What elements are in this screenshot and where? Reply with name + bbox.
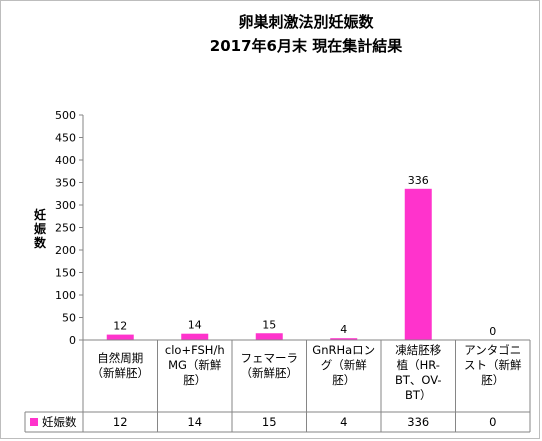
y-axis-ticks: 0 50 100 150 200 250 300 350 400 450 500 xyxy=(55,109,76,347)
y-tick-label: 400 xyxy=(55,154,76,167)
table-value: 336 xyxy=(407,415,429,429)
y-axis-label-char: 妊 xyxy=(34,207,46,222)
x-category-label: フェマーラ（新鮮胚） xyxy=(241,351,299,380)
y-axis-label: 妊娠数 xyxy=(34,207,47,250)
legend-series-name: 妊娠数 xyxy=(42,415,77,429)
data-label: 4 xyxy=(340,323,347,336)
data-label: 336 xyxy=(408,174,429,187)
y-tick-label: 300 xyxy=(55,199,76,212)
y-tick-label: 0 xyxy=(69,334,76,347)
y-tick-label: 150 xyxy=(55,267,76,280)
x-category-label: 自然周期（新鮮胚） xyxy=(92,351,150,380)
bar xyxy=(181,333,209,340)
x-category-label: 凍結胚移植（HR-BT、OV-BT） xyxy=(395,343,442,402)
axes xyxy=(79,114,84,341)
legend-swatch xyxy=(30,418,38,426)
x-category-label: clo+FSH/h MG（新鮮胚） xyxy=(165,343,225,387)
bar xyxy=(404,188,432,340)
y-tick-label: 500 xyxy=(55,109,76,122)
table-value: 0 xyxy=(489,415,496,429)
y-tick-label: 250 xyxy=(55,222,76,235)
table-value: 12 xyxy=(113,415,128,429)
data-label: 0 xyxy=(489,325,496,338)
bar xyxy=(106,334,134,340)
table-value: 4 xyxy=(340,415,347,429)
bar xyxy=(255,333,283,340)
x-category-label: GnRHaロング（新鮮胚） xyxy=(312,343,375,387)
data-label: 12 xyxy=(113,320,127,333)
table-value: 15 xyxy=(262,415,277,429)
y-tick-label: 100 xyxy=(55,289,76,302)
data-label: 15 xyxy=(262,318,276,331)
y-axis-label-char: 数 xyxy=(34,235,47,250)
x-category-label: アンタゴニスト（新鮮胚） xyxy=(464,343,522,387)
data-labels: 12 14 15 4 336 0 xyxy=(113,174,496,338)
bars xyxy=(106,188,432,340)
y-tick-label: 200 xyxy=(55,244,76,257)
y-tick-label: 50 xyxy=(62,312,76,325)
chart-title: 卵巣刺激法別妊娠数 xyxy=(238,13,374,31)
y-axis-label-char: 娠 xyxy=(34,221,47,236)
data-table: 自然周期（新鮮胚） clo+FSH/h MG（新鮮胚） フェマーラ（新鮮胚） GnRHa… xyxy=(24,339,531,433)
table-value: 14 xyxy=(187,415,202,429)
bar xyxy=(330,338,358,340)
y-tick-label: 350 xyxy=(55,177,76,190)
chart-subtitle: 2017年6月末 現在集計結果 xyxy=(210,37,403,55)
y-tick-label: 450 xyxy=(55,132,76,145)
data-label: 14 xyxy=(188,319,202,332)
